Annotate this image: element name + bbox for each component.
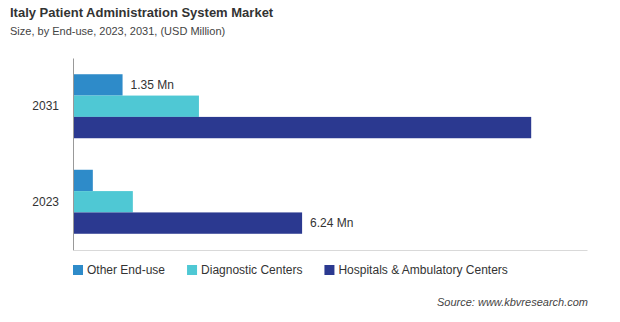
legend-item: Other End-use xyxy=(73,263,165,277)
tick-label: 2031 xyxy=(32,99,59,113)
legend-swatch xyxy=(324,265,334,275)
legend: Other End-use Diagnostic Centers Hospitals… xyxy=(73,263,508,277)
tick-label: 2023 xyxy=(32,195,59,209)
bar xyxy=(73,212,302,233)
legend-label: Diagnostic Centers xyxy=(201,263,302,277)
data-label: 6.24 Mn xyxy=(310,216,353,230)
legend-label: Other End-use xyxy=(87,263,165,277)
bars xyxy=(73,74,531,234)
legend-item: Diagnostic Centers xyxy=(187,263,302,277)
y-axis: 2031 2023 xyxy=(32,59,73,251)
tick: 2023 xyxy=(32,195,73,209)
legend-label: Hospitals & Ambulatory Centers xyxy=(338,263,507,277)
x-axis xyxy=(74,250,588,251)
source: Source: www.kbvresearch.com xyxy=(437,296,588,308)
legend-item: Hospitals & Ambulatory Centers xyxy=(324,263,507,277)
data-labels: 1.35 Mn 6.24 Mn xyxy=(131,78,354,230)
bar xyxy=(73,170,93,191)
tick: 2031 xyxy=(32,99,73,113)
bar xyxy=(73,117,531,138)
legend-swatch xyxy=(187,265,197,275)
bar xyxy=(73,191,133,212)
data-label: 1.35 Mn xyxy=(131,78,174,92)
axis-line xyxy=(73,59,74,251)
legend-swatch xyxy=(73,265,83,275)
bar xyxy=(73,96,199,117)
axis-line xyxy=(74,250,588,251)
subtitle: Size, by End-use, 2023, 2031, (USD Milli… xyxy=(10,25,225,37)
bar xyxy=(73,74,123,95)
chart: Italy Patient Administration System Mark… xyxy=(0,0,620,322)
title: Italy Patient Administration System Mark… xyxy=(10,5,274,20)
